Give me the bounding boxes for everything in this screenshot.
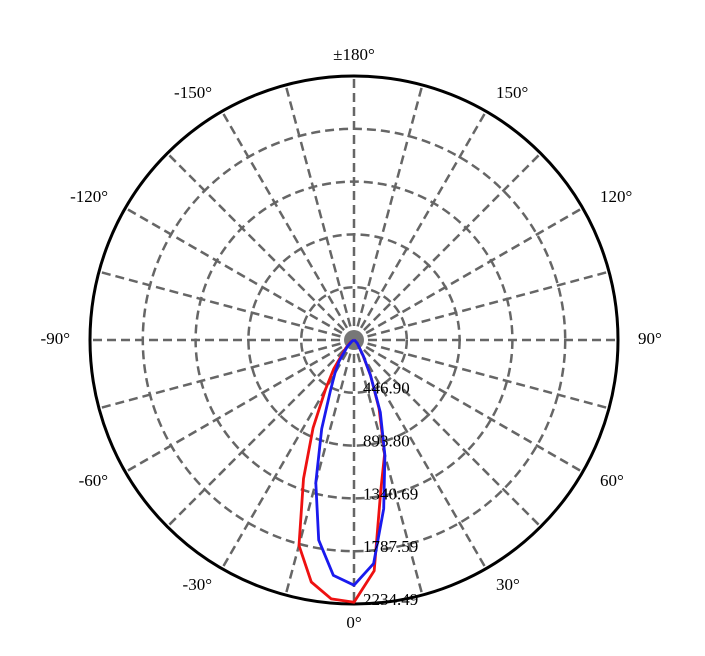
angle-label: 30° [496, 575, 520, 594]
angle-label: -90° [41, 329, 70, 348]
radial-tick-label: 1787.59 [363, 537, 418, 556]
spoke [166, 152, 355, 341]
spoke [220, 339, 356, 570]
spoke [353, 339, 542, 528]
radial-tick-label: 1340.69 [363, 484, 418, 503]
spoke [352, 339, 488, 570]
spoke [284, 339, 356, 596]
ring [194, 180, 514, 500]
spoke [124, 338, 355, 474]
spoke [352, 84, 424, 341]
spoke [352, 339, 424, 596]
angle-label: 60° [600, 471, 624, 490]
spoke [98, 338, 355, 410]
spoke [352, 110, 488, 341]
angle-label: -60° [79, 471, 108, 490]
ring [141, 127, 567, 553]
spoke [353, 206, 584, 342]
angle-label: ±180° [333, 45, 375, 64]
spoke [353, 270, 610, 342]
angle-label: -30° [183, 575, 212, 594]
angle-label: 0° [346, 613, 361, 632]
spoke [220, 110, 356, 341]
spoke [124, 206, 355, 342]
spoke [353, 338, 610, 410]
spoke [353, 338, 584, 474]
radial-tick-label: 893.80 [363, 432, 410, 451]
spoke [284, 84, 356, 341]
angle-label: 150° [496, 83, 528, 102]
outer-ring [88, 74, 620, 606]
ring [247, 233, 461, 447]
series-curve [314, 338, 387, 587]
spoke [353, 152, 542, 341]
spoke [166, 339, 355, 528]
radial-tick-label: 2234.49 [363, 590, 418, 609]
radial-tick-label: 446.90 [363, 379, 410, 398]
angle-label: -120° [70, 187, 108, 206]
angle-label: 120° [600, 187, 632, 206]
angle-label: -150° [174, 83, 212, 102]
ring [299, 285, 409, 395]
spoke [98, 270, 355, 342]
angle-label: 90° [638, 329, 662, 348]
